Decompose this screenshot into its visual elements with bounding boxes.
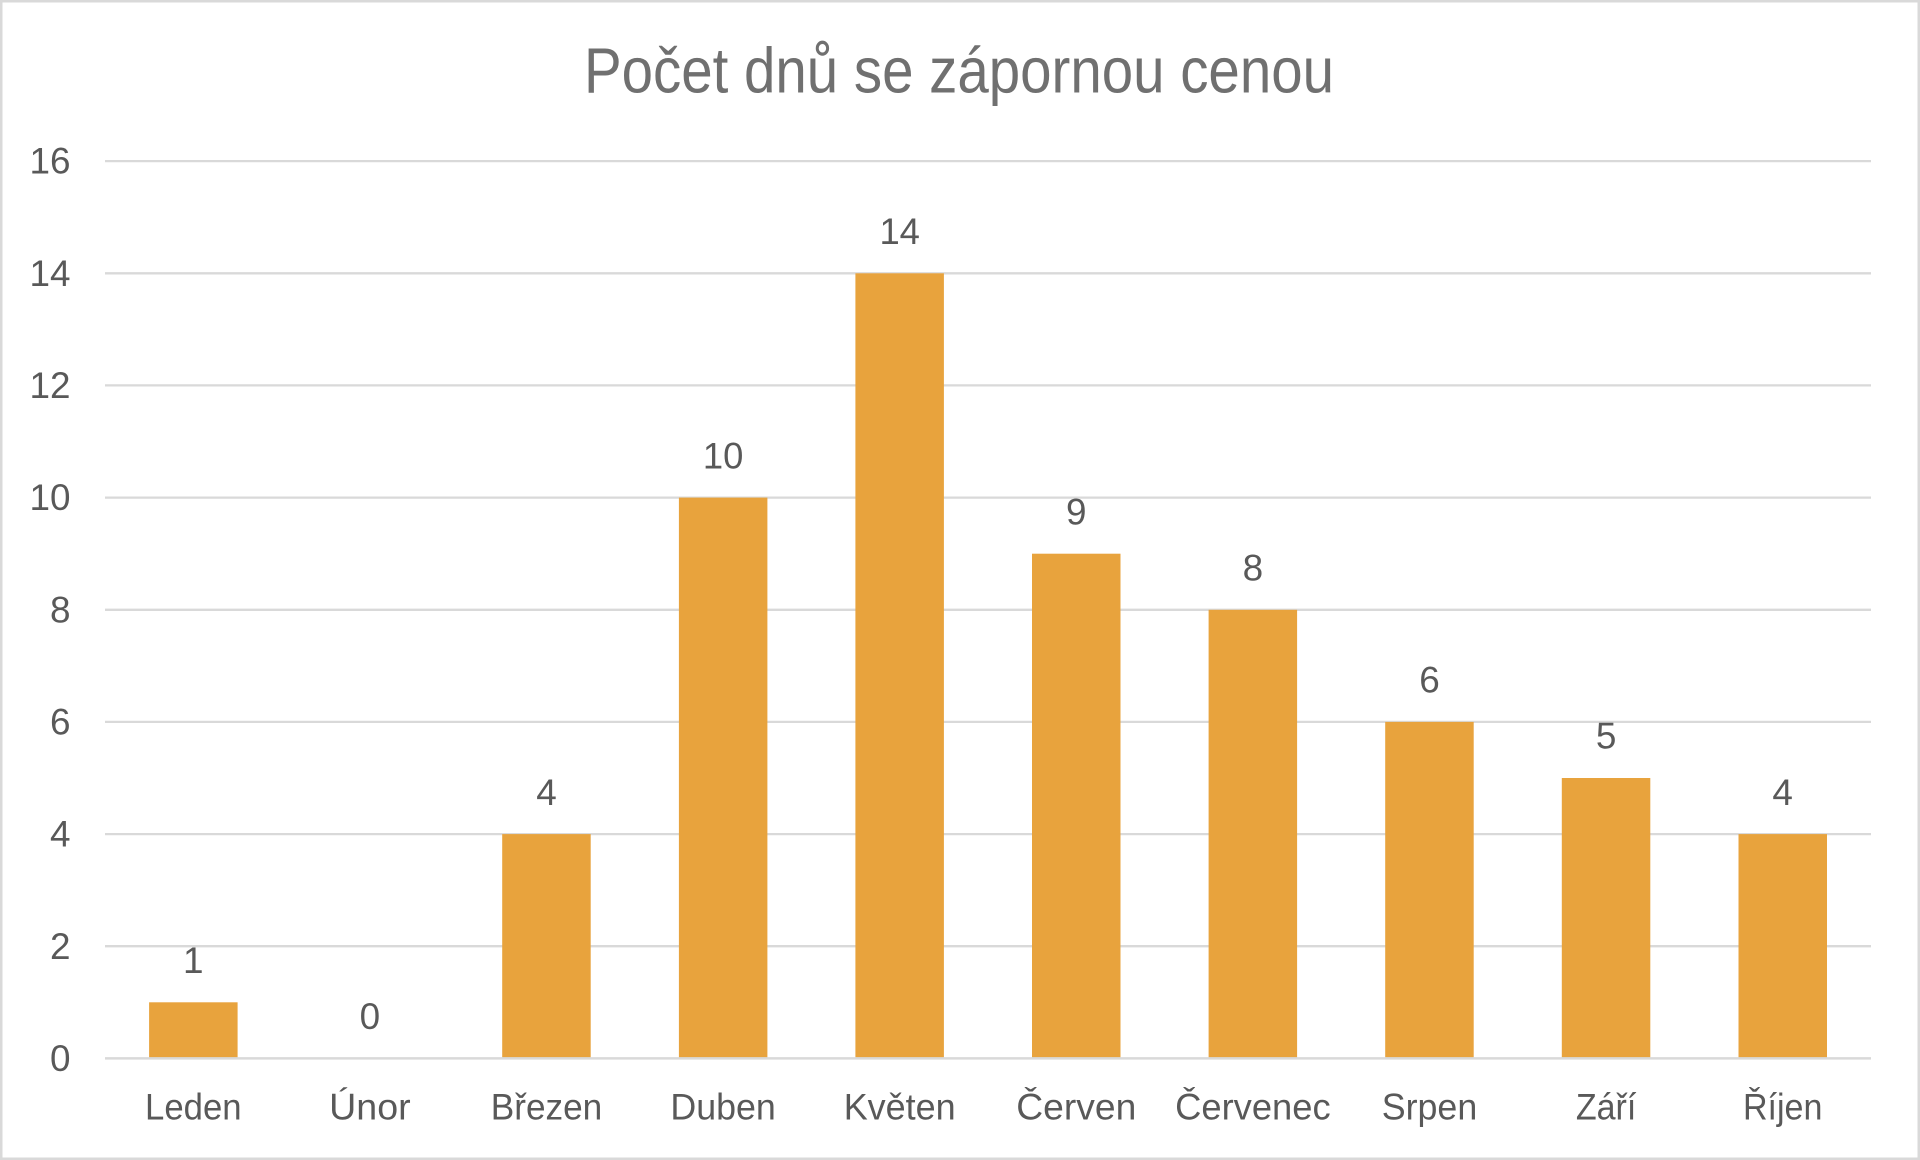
svg-text:16: 16: [30, 141, 71, 182]
svg-text:Duben: Duben: [670, 1086, 776, 1127]
svg-text:0: 0: [360, 996, 381, 1037]
svg-text:Březen: Březen: [491, 1086, 603, 1127]
svg-text:Červen: Červen: [1016, 1086, 1136, 1127]
svg-text:0: 0: [50, 1038, 71, 1079]
svg-text:4: 4: [536, 772, 557, 813]
svg-text:14: 14: [30, 253, 71, 294]
svg-text:Únor: Únor: [329, 1086, 411, 1127]
svg-text:9: 9: [1066, 491, 1087, 532]
svg-text:Srpen: Srpen: [1382, 1086, 1478, 1127]
svg-text:8: 8: [1243, 548, 1264, 589]
svg-text:2: 2: [50, 926, 71, 967]
svg-text:14: 14: [879, 211, 920, 252]
svg-text:Počet dnů se zápornou cenou: Počet dnů se zápornou cenou: [584, 36, 1334, 107]
svg-text:10: 10: [30, 477, 71, 518]
svg-text:5: 5: [1596, 716, 1617, 757]
svg-text:10: 10: [703, 435, 744, 476]
svg-text:Září: Září: [1576, 1086, 1637, 1127]
svg-text:Červenec: Červenec: [1175, 1086, 1331, 1127]
svg-text:Květen: Květen: [844, 1086, 956, 1127]
svg-text:1: 1: [183, 940, 204, 981]
svg-text:Leden: Leden: [145, 1086, 242, 1127]
svg-text:12: 12: [30, 365, 71, 406]
svg-text:Říjen: Říjen: [1743, 1086, 1823, 1127]
svg-text:6: 6: [1419, 660, 1440, 701]
svg-text:4: 4: [1772, 772, 1793, 813]
svg-text:6: 6: [50, 702, 71, 743]
svg-text:8: 8: [50, 589, 71, 630]
svg-text:4: 4: [50, 814, 71, 855]
